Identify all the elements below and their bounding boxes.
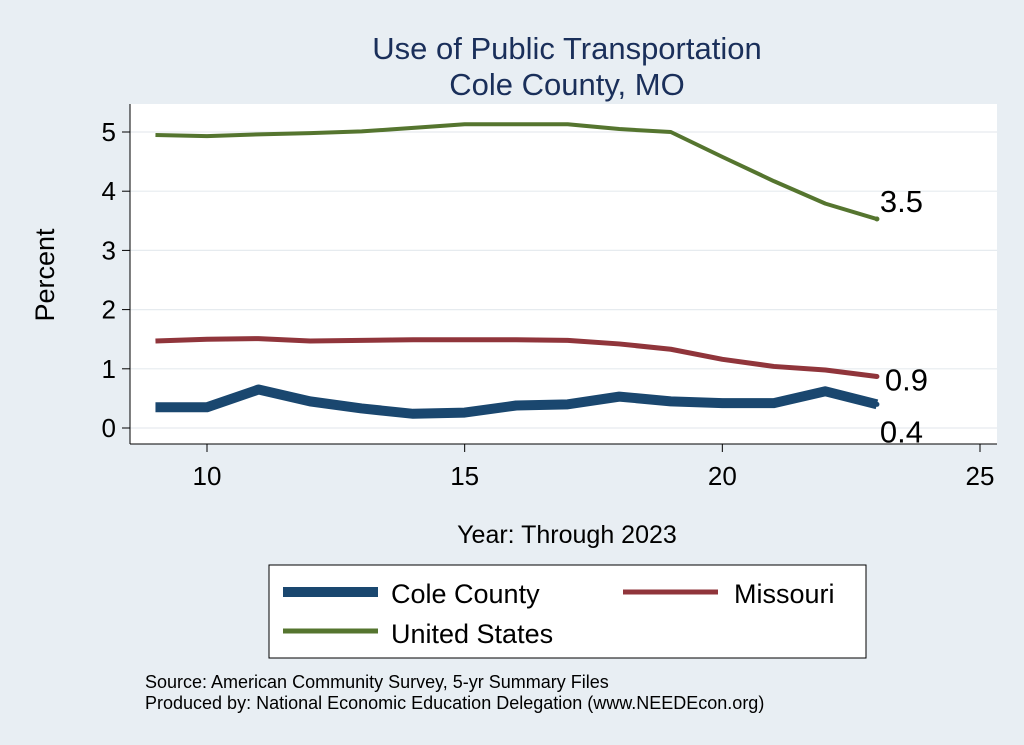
x-tick-label-15: 15 xyxy=(450,461,479,491)
axes: 0 1 2 3 4 5 10 15 20 25 xyxy=(102,104,997,491)
end-label-united-states: 3.5 xyxy=(880,184,923,219)
y-tick-label-3: 3 xyxy=(102,235,116,265)
y-tick-label-1: 1 xyxy=(102,354,116,384)
x-tick-label-25: 25 xyxy=(966,461,995,491)
legend-label-united-states: United States xyxy=(391,619,553,649)
plot-area xyxy=(130,104,997,444)
series-end-point-missouri xyxy=(874,373,880,379)
series-lines xyxy=(155,122,880,419)
chart-title-line-2: Cole County, MO xyxy=(449,67,684,102)
y-tick-label-5: 5 xyxy=(102,117,116,147)
x-tick-label-10: 10 xyxy=(193,461,222,491)
y-tick-label-4: 4 xyxy=(102,176,116,206)
series-line-cole-county xyxy=(155,384,879,419)
producer-note: Produced by: National Economic Education… xyxy=(145,693,764,713)
end-labels: 0.4 0.9 3.5 xyxy=(880,184,928,449)
end-label-missouri: 0.9 xyxy=(885,362,928,397)
chart-title-line-1: Use of Public Transportation xyxy=(372,31,761,66)
source-note: Source: American Community Survey, 5-yr … xyxy=(145,672,609,692)
series-end-point-cole-county xyxy=(874,401,880,407)
x-tick-label-20: 20 xyxy=(708,461,737,491)
y-tick-label-0: 0 xyxy=(102,413,116,443)
y-axis-label: Percent xyxy=(30,228,60,322)
series-line-missouri xyxy=(155,336,878,379)
legend-label-missouri: Missouri xyxy=(734,579,835,609)
end-label-cole-county: 0.4 xyxy=(880,414,923,449)
legend: Cole County Missouri United States xyxy=(268,564,867,659)
y-tick-label-2: 2 xyxy=(102,295,116,325)
legend-box xyxy=(268,564,867,659)
grid-lines xyxy=(130,131,997,429)
x-axis-label: Year: Through 2023 xyxy=(457,521,677,549)
legend-label-cole-county: Cole County xyxy=(391,579,540,609)
series-end-point-united-states xyxy=(874,216,880,222)
series-line-united-states xyxy=(155,122,878,221)
